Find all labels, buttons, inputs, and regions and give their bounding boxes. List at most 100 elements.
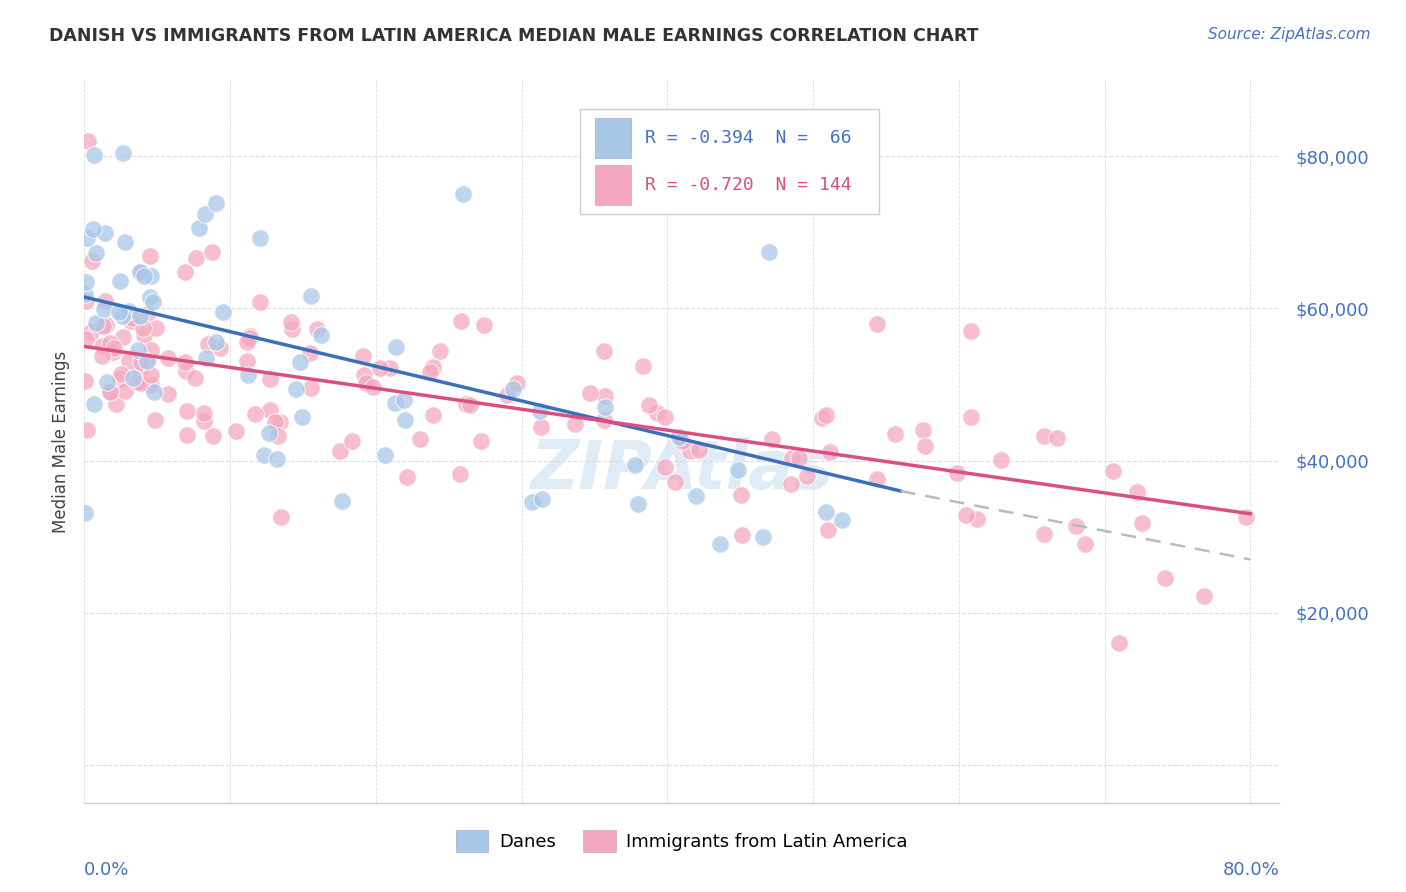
Point bbox=[298, 346, 321, 360]
Point bbox=[1234, 509, 1257, 524]
Point bbox=[1126, 484, 1149, 499]
Point bbox=[531, 492, 554, 507]
Bar bbox=[595, 165, 630, 204]
Point bbox=[93, 302, 115, 317]
Point bbox=[259, 372, 281, 386]
Point bbox=[631, 359, 654, 374]
Point bbox=[990, 452, 1012, 467]
Point bbox=[671, 434, 693, 448]
Point bbox=[108, 274, 131, 288]
Point bbox=[100, 384, 122, 399]
Point bbox=[104, 397, 127, 411]
Point bbox=[267, 428, 290, 442]
Point bbox=[419, 365, 441, 379]
Point bbox=[730, 488, 752, 502]
Point bbox=[83, 397, 105, 411]
Point bbox=[186, 252, 208, 266]
Point bbox=[184, 371, 207, 385]
Point bbox=[429, 343, 451, 358]
Point bbox=[654, 459, 676, 474]
Point bbox=[75, 275, 97, 289]
Point bbox=[136, 353, 159, 368]
Point bbox=[780, 451, 803, 466]
Point bbox=[139, 290, 162, 304]
Point bbox=[136, 307, 159, 321]
Point bbox=[1045, 431, 1067, 445]
Point bbox=[193, 406, 215, 420]
Point bbox=[139, 249, 162, 263]
Point bbox=[352, 349, 374, 363]
Point bbox=[284, 382, 307, 396]
Point bbox=[129, 309, 152, 323]
Point bbox=[83, 147, 105, 161]
Point bbox=[270, 509, 292, 524]
Text: R = -0.720  N = 144: R = -0.720 N = 144 bbox=[645, 176, 852, 194]
Point bbox=[118, 354, 141, 368]
Point bbox=[645, 406, 668, 420]
Point bbox=[709, 537, 731, 551]
Point bbox=[627, 497, 650, 511]
Point bbox=[758, 244, 780, 259]
Point bbox=[121, 311, 143, 326]
Point bbox=[103, 341, 125, 355]
Point bbox=[75, 506, 97, 520]
Point bbox=[197, 337, 219, 351]
Point bbox=[1108, 636, 1130, 650]
Point bbox=[817, 524, 839, 538]
Point bbox=[356, 376, 378, 391]
Point bbox=[84, 316, 107, 330]
Point bbox=[212, 305, 235, 319]
Point bbox=[108, 372, 131, 386]
Point bbox=[472, 318, 495, 332]
Point bbox=[1102, 464, 1125, 478]
Text: R = -0.394  N =  66: R = -0.394 N = 66 bbox=[645, 128, 852, 146]
Point bbox=[579, 385, 602, 400]
Point bbox=[176, 427, 198, 442]
Point bbox=[112, 145, 135, 160]
Point bbox=[460, 398, 482, 412]
Point bbox=[361, 379, 384, 393]
Point bbox=[450, 314, 472, 328]
Point bbox=[135, 354, 157, 368]
Point bbox=[127, 376, 149, 390]
Point bbox=[107, 305, 129, 319]
Point bbox=[451, 187, 474, 202]
Point bbox=[127, 343, 149, 357]
Point bbox=[132, 269, 155, 284]
Point bbox=[866, 317, 889, 331]
Point bbox=[787, 450, 810, 465]
Point bbox=[266, 451, 288, 466]
Point bbox=[374, 448, 396, 462]
Point bbox=[811, 410, 834, 425]
Point bbox=[280, 315, 302, 329]
Point bbox=[866, 471, 889, 485]
Point bbox=[132, 327, 155, 342]
Point bbox=[129, 364, 152, 378]
Point bbox=[496, 388, 519, 402]
Point bbox=[94, 293, 117, 308]
Bar bbox=[595, 118, 630, 158]
Point bbox=[142, 295, 165, 310]
Point bbox=[143, 385, 166, 400]
Point bbox=[668, 430, 690, 444]
Point bbox=[664, 475, 686, 490]
Point bbox=[73, 374, 96, 388]
Point bbox=[328, 443, 350, 458]
Point bbox=[173, 265, 195, 279]
Point bbox=[264, 415, 287, 429]
Point bbox=[280, 322, 302, 336]
Point bbox=[208, 342, 231, 356]
Point bbox=[564, 417, 586, 431]
Point bbox=[914, 439, 936, 453]
Point bbox=[796, 469, 818, 483]
Point bbox=[156, 387, 179, 401]
Point bbox=[239, 331, 262, 345]
Text: ZIPAtlas: ZIPAtlas bbox=[530, 437, 834, 503]
Point bbox=[236, 353, 259, 368]
Point bbox=[422, 408, 444, 422]
Point bbox=[330, 494, 353, 508]
Point bbox=[174, 355, 197, 369]
Point bbox=[815, 505, 838, 519]
Point bbox=[90, 350, 112, 364]
Point bbox=[966, 512, 988, 526]
